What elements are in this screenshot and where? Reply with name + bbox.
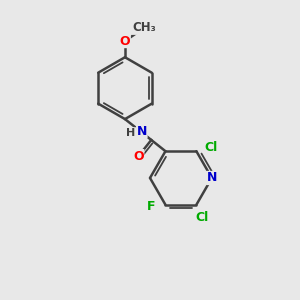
Text: O: O xyxy=(120,34,130,48)
Text: O: O xyxy=(133,150,144,163)
Text: Cl: Cl xyxy=(195,212,208,224)
Text: Cl: Cl xyxy=(205,141,218,154)
Text: N: N xyxy=(136,125,147,138)
Text: CH₃: CH₃ xyxy=(132,21,156,34)
Text: N: N xyxy=(207,172,217,184)
Text: F: F xyxy=(147,200,156,213)
Text: H: H xyxy=(126,128,136,138)
